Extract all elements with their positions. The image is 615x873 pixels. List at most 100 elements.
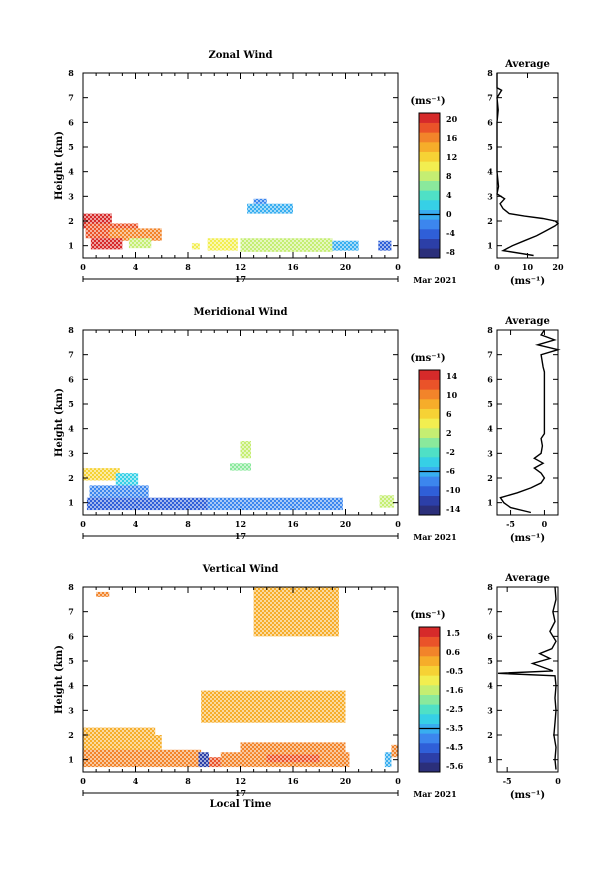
colorbar-swatch — [419, 248, 440, 259]
average-y-tick-label: 2 — [487, 730, 493, 740]
colorbar-swatch — [419, 171, 440, 181]
x-tick-label: 0 — [395, 776, 401, 786]
colorbar-swatch — [419, 457, 440, 467]
heatmap-patch-texture — [83, 749, 202, 768]
colorbar-swatch — [419, 486, 440, 496]
y-tick-label: 2 — [68, 473, 74, 483]
x-tick-label: 8 — [185, 519, 191, 529]
colorbar-swatch — [419, 142, 440, 152]
colorbar-label: 2 — [446, 428, 452, 438]
y-tick-label: 6 — [68, 374, 74, 384]
average-y-tick-label: 4 — [487, 681, 493, 691]
heatmap-patch-texture — [207, 497, 343, 511]
heatmap-patch-texture — [379, 495, 395, 508]
heatmap-patch-texture — [89, 485, 149, 498]
colorbar-unit: (ms⁻¹) — [410, 610, 445, 621]
colorbar-swatch — [419, 200, 440, 210]
average-y-tick-label: 4 — [487, 424, 493, 434]
colorbar-swatch — [419, 694, 440, 705]
average-y-tick-label: 2 — [487, 216, 493, 226]
y-axis-label: Height (km) — [54, 645, 65, 714]
colorbar-label: 4 — [446, 190, 452, 200]
x-tick-label: 8 — [185, 262, 191, 272]
colorbar-label: -4 — [446, 228, 455, 238]
x-tick-label: 12 — [235, 776, 246, 786]
colorbar-label: -1.6 — [446, 685, 464, 695]
average-frame — [496, 72, 559, 259]
y-tick-label: 7 — [68, 93, 74, 103]
x-tick-label: 0 — [80, 776, 86, 786]
colorbar-swatch — [419, 636, 440, 647]
average-y-tick-label: 5 — [487, 656, 493, 666]
colorbar-swatch — [419, 418, 440, 429]
y-tick-label: 2 — [68, 730, 74, 740]
y-tick-label: 7 — [68, 607, 74, 617]
colorbar-label: -2.5 — [446, 704, 463, 714]
colorbar-swatch — [419, 399, 440, 409]
average-frame — [496, 586, 559, 773]
colorbar-swatch — [419, 665, 440, 676]
y-tick-label: 5 — [68, 399, 74, 409]
average-y-tick-label: 6 — [487, 374, 493, 384]
date-label: Mar 2021 — [413, 532, 456, 542]
y-tick-label: 2 — [68, 216, 74, 226]
x-tick-label: 0 — [80, 519, 86, 529]
colorbar-label: -14 — [446, 504, 461, 514]
heatmap-patch-texture — [266, 754, 320, 763]
average-y-tick-label: 1 — [487, 755, 493, 765]
heatmap-patch-texture — [115, 473, 139, 486]
colorbar-swatch — [419, 505, 440, 516]
average-panel: Average 1 2 3 4 5 6 7 8 0 10 20 (ms⁻¹) — [487, 59, 564, 287]
y-axis-label: Height (km) — [54, 388, 65, 457]
colorbar-label: 10 — [446, 390, 458, 400]
average-x-tick-label: 10 — [522, 262, 534, 272]
heatmap-patch-texture — [122, 735, 162, 750]
heatmap-patch-texture — [332, 240, 359, 251]
y-tick-label: 6 — [68, 631, 74, 641]
colorbar-swatch — [419, 675, 440, 686]
day-label: 17 — [235, 274, 246, 284]
date-label: Mar 2021 — [413, 789, 456, 799]
heatmap-patch-texture — [240, 742, 346, 753]
colorbar-frame — [418, 369, 441, 516]
heatmap-cells — [83, 587, 398, 768]
heatmap-patch-texture — [240, 441, 251, 459]
colorbar-swatch — [419, 219, 440, 230]
y-tick-label: 4 — [68, 424, 74, 434]
heatmap-patch-texture — [109, 228, 162, 241]
average-profile-line — [496, 73, 560, 257]
colorbar-swatch — [419, 714, 440, 724]
y-tick-label: 3 — [68, 448, 74, 458]
average-y-tick-label: 6 — [487, 631, 493, 641]
heatmap-patch-texture — [253, 587, 339, 637]
average-y-tick-label: 1 — [487, 241, 493, 251]
colorbar-swatch — [419, 428, 440, 438]
heatmap-patch-texture — [86, 497, 208, 511]
x-tick-label: 8 — [185, 776, 191, 786]
colorbar-unit: (ms⁻¹) — [410, 96, 445, 107]
x-tick-label: 16 — [287, 519, 299, 529]
colorbar-swatch — [419, 389, 440, 400]
colorbar-label: 14 — [446, 371, 458, 381]
colorbar-label: -8 — [446, 247, 455, 257]
colorbar-swatch — [419, 229, 440, 239]
average-panel: Average 1 2 3 4 5 6 7 8 -5 0 (ms⁻¹) — [487, 573, 561, 801]
colorbar-label: -4.5 — [446, 742, 463, 752]
colorbar-swatch — [419, 408, 440, 419]
x-tick-label: 0 — [80, 262, 86, 272]
y-axis-label: Height (km) — [54, 131, 65, 200]
average-y-tick-label: 4 — [487, 167, 493, 177]
average-x-tick-label: -5 — [506, 519, 515, 529]
y-tick-label: 5 — [68, 656, 74, 666]
heatmap-patch-texture — [207, 238, 238, 251]
heatmap-patch-texture — [253, 198, 267, 204]
heatmap-patch-texture — [83, 468, 120, 481]
average-y-tick-label: 5 — [487, 142, 493, 152]
heatmap-patch-texture — [191, 243, 200, 250]
colorbar-swatch — [419, 646, 440, 657]
average-profile-line — [499, 329, 561, 514]
colorbar-swatch — [419, 122, 440, 133]
